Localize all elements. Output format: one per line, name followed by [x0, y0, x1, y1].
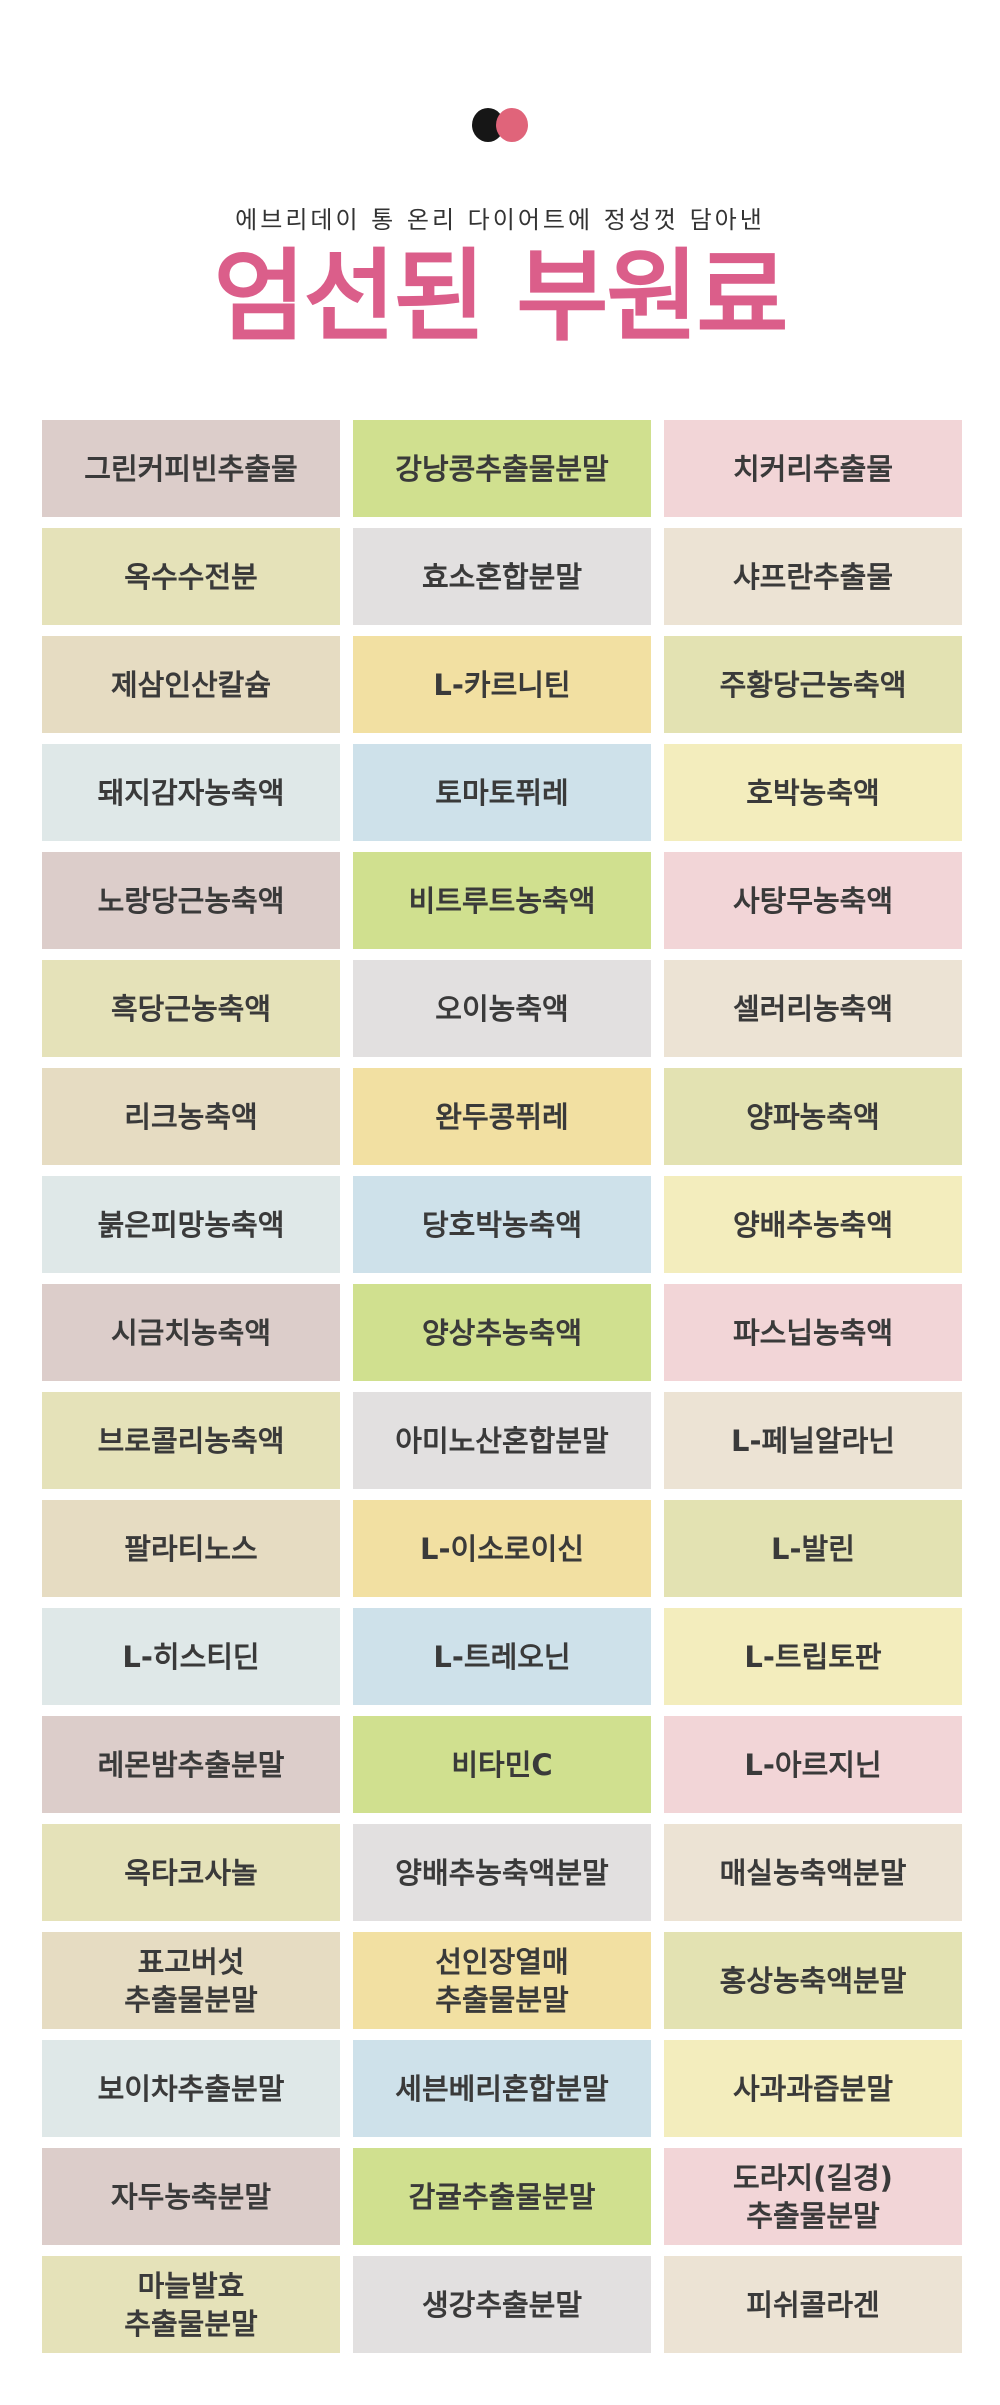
ingredient-cell: 제삼인산칼슘: [42, 636, 340, 733]
ingredient-cell: 레몬밤추출분말: [42, 1716, 340, 1813]
ingredient-cell: 마늘발효 추출물분말: [42, 2256, 340, 2353]
ingredient-cell: L-트레오닌: [353, 1608, 651, 1705]
ingredient-cell: 피쉬콜라겐: [664, 2256, 962, 2353]
ingredient-cell: 아미노산혼합분말: [353, 1392, 651, 1489]
ingredient-cell: 시금치농축액: [42, 1284, 340, 1381]
ingredient-cell: 양배추농축액: [664, 1176, 962, 1273]
ingredient-cell: 선인장열매 추출물분말: [353, 1932, 651, 2029]
ingredient-cell: 매실농축액분말: [664, 1824, 962, 1921]
ingredient-cell: 양배추농축액분말: [353, 1824, 651, 1921]
page-title: 엄선된 부원료: [213, 238, 789, 355]
ingredient-cell: 효소혼합분말: [353, 528, 651, 625]
ingredient-cell: 그린커피빈추출물: [42, 420, 340, 517]
ingredient-cell: 샤프란추출물: [664, 528, 962, 625]
ingredient-cell: 치커리추출물: [664, 420, 962, 517]
ingredient-cell: L-히스티딘: [42, 1608, 340, 1705]
brand-logo: [472, 108, 532, 144]
logo-dot-pink: [496, 108, 528, 142]
ingredient-cell: L-페닐알라닌: [664, 1392, 962, 1489]
ingredient-cell: 도라지(길경) 추출물분말: [664, 2148, 962, 2245]
ingredient-cell: 강낭콩추출물분말: [353, 420, 651, 517]
ingredient-cell: 팔라티노스: [42, 1500, 340, 1597]
ingredient-cell: 비트루트농축액: [353, 852, 651, 949]
ingredient-cell: 보이차추출분말: [42, 2040, 340, 2137]
ingredient-cell: 홍상농축액분말: [664, 1932, 962, 2029]
ingredient-cell: 노랑당근농축액: [42, 852, 340, 949]
ingredient-cell: 호박농축액: [664, 744, 962, 841]
ingredient-cell: 리크농축액: [42, 1068, 340, 1165]
ingredient-cell: L-이소로이신: [353, 1500, 651, 1597]
ingredient-cell: 비타민C: [353, 1716, 651, 1813]
ingredient-cell: 옥타코사놀: [42, 1824, 340, 1921]
ingredient-cell: 돼지감자농축액: [42, 744, 340, 841]
ingredient-cell: 사과과즙분말: [664, 2040, 962, 2137]
ingredient-cell: 자두농축분말: [42, 2148, 340, 2245]
ingredient-cell: 완두콩퓌레: [353, 1068, 651, 1165]
ingredient-cell: 표고버섯 추출물분말: [42, 1932, 340, 2029]
ingredient-cell: L-발린: [664, 1500, 962, 1597]
ingredient-cell: 토마토퓌레: [353, 744, 651, 841]
ingredient-cell: 붉은피망농축액: [42, 1176, 340, 1273]
ingredient-cell: 생강추출분말: [353, 2256, 651, 2353]
ingredient-cell: L-아르지닌: [664, 1716, 962, 1813]
ingredient-cell: 사탕무농축액: [664, 852, 962, 949]
ingredient-cell: 주황당근농축액: [664, 636, 962, 733]
ingredient-cell: 양상추농축액: [353, 1284, 651, 1381]
ingredient-cell: 브로콜리농축액: [42, 1392, 340, 1489]
ingredient-cell: L-카르니틴: [353, 636, 651, 733]
ingredient-cell: 감귤추출물분말: [353, 2148, 651, 2245]
ingredient-cell: 흑당근농축액: [42, 960, 340, 1057]
ingredient-cell: L-트립토판: [664, 1608, 962, 1705]
ingredient-cell: 셀러리농축액: [664, 960, 962, 1057]
ingredient-cell: 세븐베리혼합분말: [353, 2040, 651, 2137]
ingredient-cell: 옥수수전분: [42, 528, 340, 625]
ingredient-cell: 당호박농축액: [353, 1176, 651, 1273]
ingredient-cell: 양파농축액: [664, 1068, 962, 1165]
ingredient-cell: 오이농축액: [353, 960, 651, 1057]
ingredient-cell: 파스닙농축액: [664, 1284, 962, 1381]
subtitle: 에브리데이 통 온리 다이어트에 정성껏 담아낸: [235, 206, 765, 234]
